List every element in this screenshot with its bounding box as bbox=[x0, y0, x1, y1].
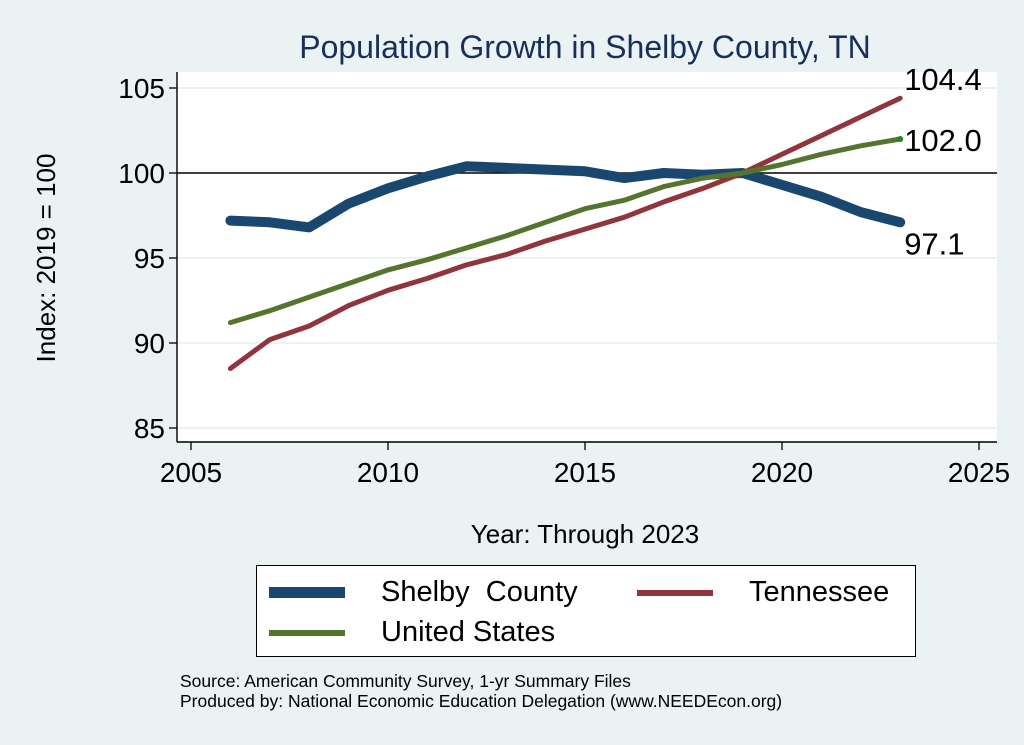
legend-swatch-tennessee bbox=[637, 589, 713, 596]
x-tick-label: 2025 bbox=[948, 457, 1010, 488]
y-tick-label: 90 bbox=[134, 328, 165, 359]
end-marker-united-states bbox=[897, 136, 904, 142]
x-tick-label: 2015 bbox=[554, 457, 616, 488]
axes: 85 90 95 100 105 2005 2010 2015 2020 2025 bbox=[118, 72, 1010, 488]
y-tick-label: 95 bbox=[134, 243, 165, 274]
y-tick-label: 100 bbox=[118, 158, 165, 189]
chart-title: Population Growth in Shelby County, TN bbox=[299, 29, 871, 65]
x-tick-label: 2010 bbox=[357, 457, 419, 488]
source-note: Source: American Community Survey, 1-yr … bbox=[180, 671, 631, 691]
x-tick-label: 2005 bbox=[160, 457, 222, 488]
x-axis-title: Year: Through 2023 bbox=[471, 519, 699, 549]
legend-item-shelby-county: Shelby County bbox=[269, 576, 578, 609]
series-line-united-states bbox=[227, 136, 903, 326]
y-tick-label: 85 bbox=[134, 413, 165, 444]
legend-swatch-united-states bbox=[269, 629, 345, 636]
series-line-tennessee bbox=[227, 95, 903, 371]
legend-item-tennessee: Tennessee bbox=[637, 576, 889, 609]
legend: Shelby County Tennessee United States bbox=[256, 565, 916, 657]
legend-label: Shelby County bbox=[381, 576, 578, 608]
end-label-tennessee: 104.4 bbox=[904, 62, 982, 97]
series-lines bbox=[225, 95, 906, 371]
legend-label: United States bbox=[381, 616, 556, 648]
series-line-shelby-county bbox=[225, 161, 906, 233]
legend-swatch-shelby-county bbox=[269, 587, 345, 598]
end-labels: 97.1 104.4 102.0 bbox=[904, 62, 982, 261]
end-label-shelby-county: 97.1 bbox=[904, 226, 964, 261]
y-tick-label: 105 bbox=[118, 73, 165, 104]
producer-note: Produced by: National Economic Education… bbox=[180, 691, 783, 711]
y-axis-title: Index: 2019 = 100 bbox=[31, 154, 61, 363]
legend-item-united-states: United States bbox=[269, 616, 555, 649]
gridlines bbox=[177, 87, 997, 429]
legend-label: Tennessee bbox=[749, 576, 890, 608]
end-label-united-states: 102.0 bbox=[904, 123, 982, 158]
x-tick-label: 2020 bbox=[751, 457, 813, 488]
